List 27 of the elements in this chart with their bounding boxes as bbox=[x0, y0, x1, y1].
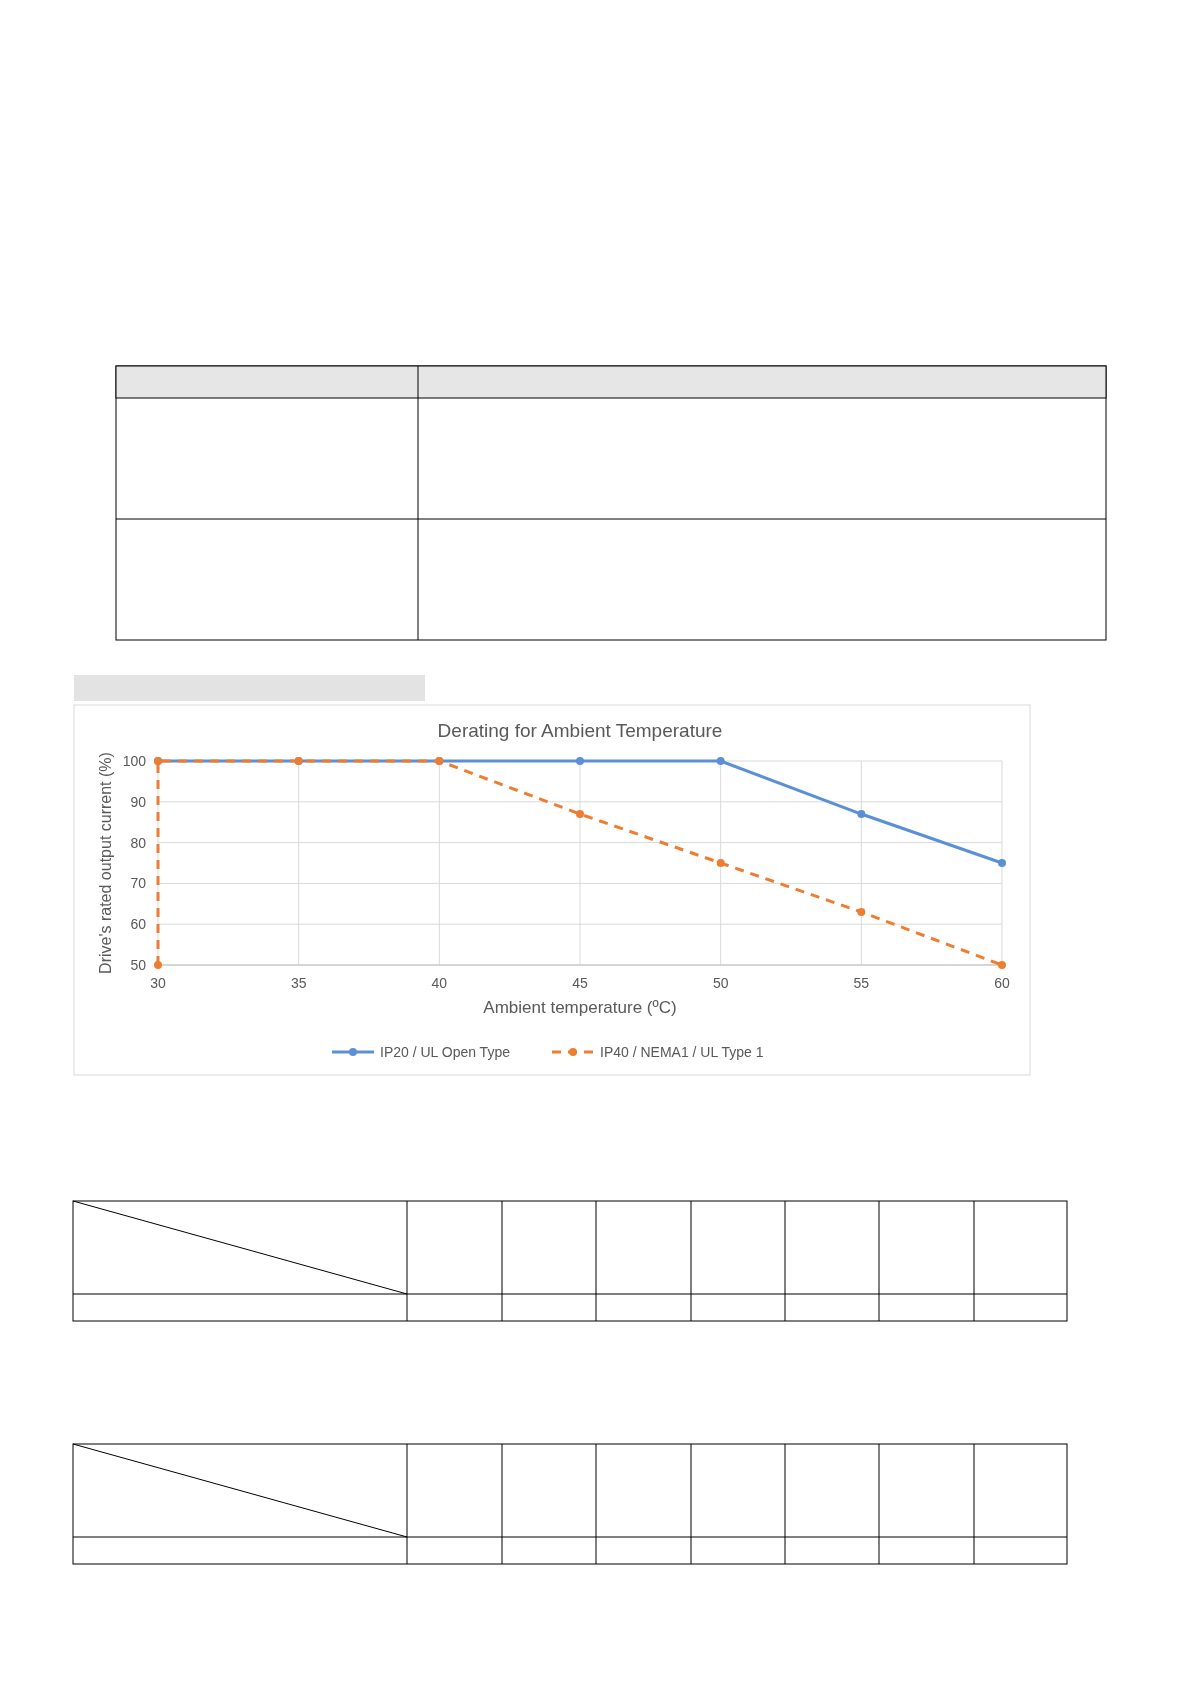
point bbox=[998, 961, 1006, 969]
point bbox=[576, 810, 584, 819]
x-axis-title: Ambient temperature (ºC) bbox=[483, 998, 677, 1017]
y-tick-label: 90 bbox=[130, 793, 147, 810]
x-tick-label: 45 bbox=[572, 975, 588, 991]
point bbox=[857, 907, 866, 916]
point bbox=[998, 859, 1006, 867]
y-tick-label: 50 bbox=[130, 957, 147, 973]
x-tick-label: 50 bbox=[712, 975, 729, 991]
x-tick-label: 60 bbox=[994, 975, 1010, 991]
point bbox=[716, 757, 725, 765]
legend-label: IP40 / NEMA1 / UL Type 1 bbox=[600, 1044, 764, 1060]
x-tick-label: 30 bbox=[150, 975, 166, 991]
point bbox=[576, 757, 584, 765]
x-tick-label: 40 bbox=[431, 975, 448, 991]
point bbox=[154, 961, 162, 969]
y-tick-label: 60 bbox=[130, 916, 147, 933]
x-tick-label: 55 bbox=[853, 975, 870, 991]
y-tick-label: 80 bbox=[130, 834, 147, 851]
x-tick-label: 35 bbox=[290, 975, 307, 991]
y-axis-title: Drive's rated output current (%) bbox=[97, 752, 114, 974]
point bbox=[857, 810, 866, 819]
chart-title: Derating for Ambient Temperature bbox=[437, 720, 723, 741]
y-tick-label: 70 bbox=[130, 875, 147, 892]
legend-label: IP20 / UL Open Type bbox=[380, 1044, 511, 1060]
point bbox=[716, 859, 725, 867]
y-tick-label: 100 bbox=[122, 753, 147, 769]
